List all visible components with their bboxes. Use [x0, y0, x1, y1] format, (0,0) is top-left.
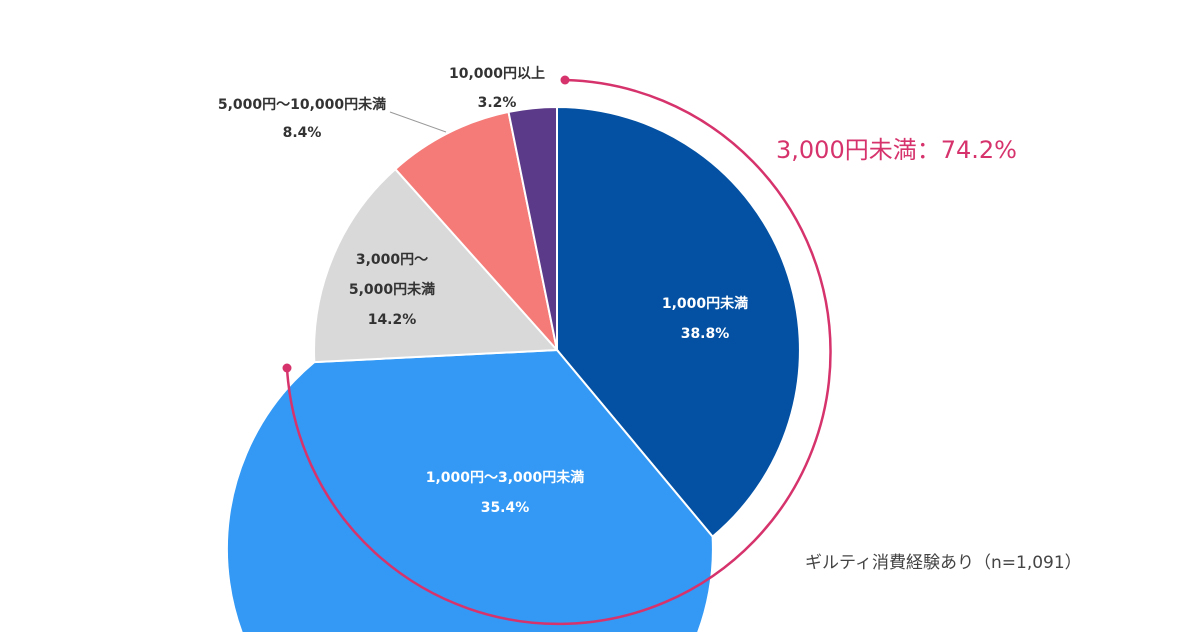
pie-slices	[225, 105, 801, 632]
label-s3-pct: 14.2%	[368, 312, 417, 328]
label-s1-pct: 38.8%	[681, 326, 730, 342]
leader-line	[389, 111, 447, 133]
label-s4-pct: 8.4%	[283, 125, 322, 141]
highlight-annotation: 3,000円未満：74.2%	[776, 136, 1017, 164]
slice-over-10000	[507, 105, 558, 351]
slice-5000-10000	[393, 110, 559, 354]
label-s1-name: 1,000円未満	[662, 295, 748, 312]
label-s3-name2: 5,000円未満	[349, 281, 435, 298]
sample-note: ギルティ消費経験あり（n=1,091）	[805, 553, 1082, 573]
slice-3000-5000	[313, 167, 560, 364]
slice-under-1000	[556, 105, 801, 539]
label-s3-name1: 3,000円～	[356, 252, 428, 268]
label-s5-name: 10,000円以上	[449, 66, 545, 82]
label-s4-name: 5,000円～10,000円未満	[218, 96, 386, 113]
label-s2-pct: 35.4%	[481, 500, 530, 516]
highlight-arc	[282, 75, 832, 626]
label-s2-name: 1,000円～3,000円未満	[426, 469, 585, 486]
slice-1000-3000	[225, 348, 714, 632]
label-s5-pct: 3.2%	[478, 95, 517, 111]
